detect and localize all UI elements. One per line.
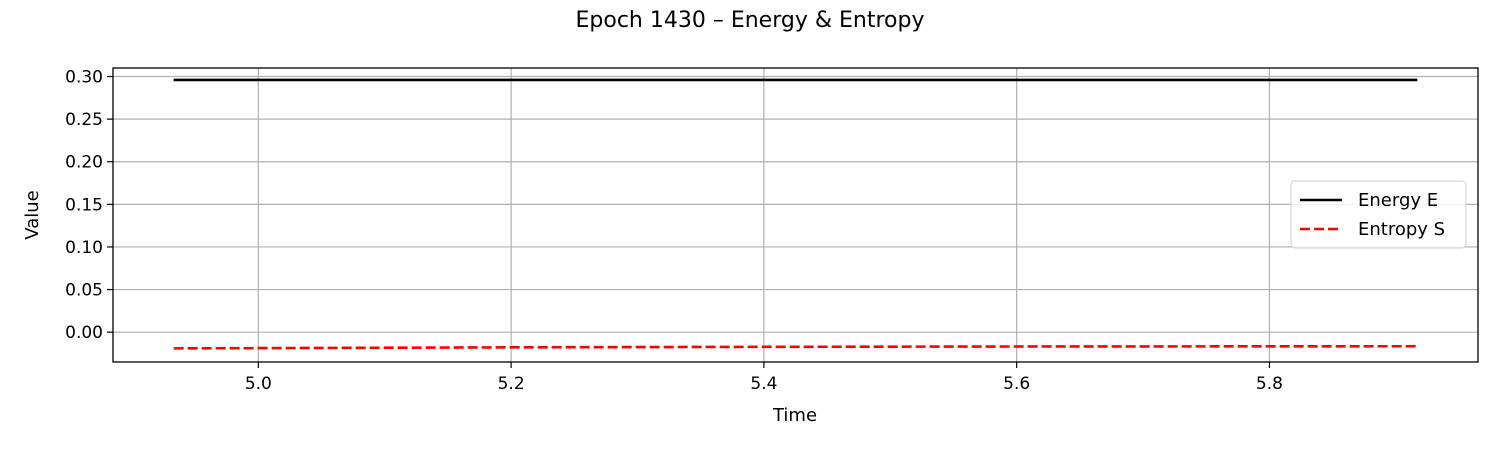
legend-box [1290, 180, 1467, 249]
y-tick-label: 0.30 [65, 68, 103, 88]
y-axis-label: Value [22, 190, 43, 239]
x-axis: 5.0 5.2 5.4 5.6 5.8 [245, 362, 1283, 394]
x-tick-label: 5.2 [498, 374, 525, 394]
legend-label-entropy: Entropy S [1358, 219, 1445, 240]
plot-frame [112, 67, 1479, 363]
y-tick-label: 0.20 [65, 153, 103, 173]
y-tick-label: 0.10 [65, 238, 103, 258]
x-tick-label: 5.6 [1003, 374, 1030, 394]
x-tick-label: 5.8 [1256, 374, 1283, 394]
x-tick-label: 5.4 [750, 374, 777, 394]
legend-label-energy: Energy E [1358, 190, 1438, 211]
y-tick-label: 0.00 [65, 323, 103, 343]
y-axis: 0.00 0.05 0.10 0.15 0.20 0.25 0.30 [65, 68, 113, 343]
chart-title: Epoch 1430 – Energy & Entropy [576, 8, 925, 33]
grid [113, 68, 1478, 362]
series-line-entropy [173, 344, 1418, 350]
y-tick-label: 0.25 [65, 110, 103, 130]
legend: Energy E Entropy S [1290, 180, 1467, 249]
y-tick-label: 0.05 [65, 281, 103, 301]
y-tick-label: 0.15 [65, 195, 103, 215]
x-tick-label: 5.0 [245, 374, 272, 394]
series-lines [173, 78, 1418, 350]
x-axis-label: Time [772, 405, 817, 426]
